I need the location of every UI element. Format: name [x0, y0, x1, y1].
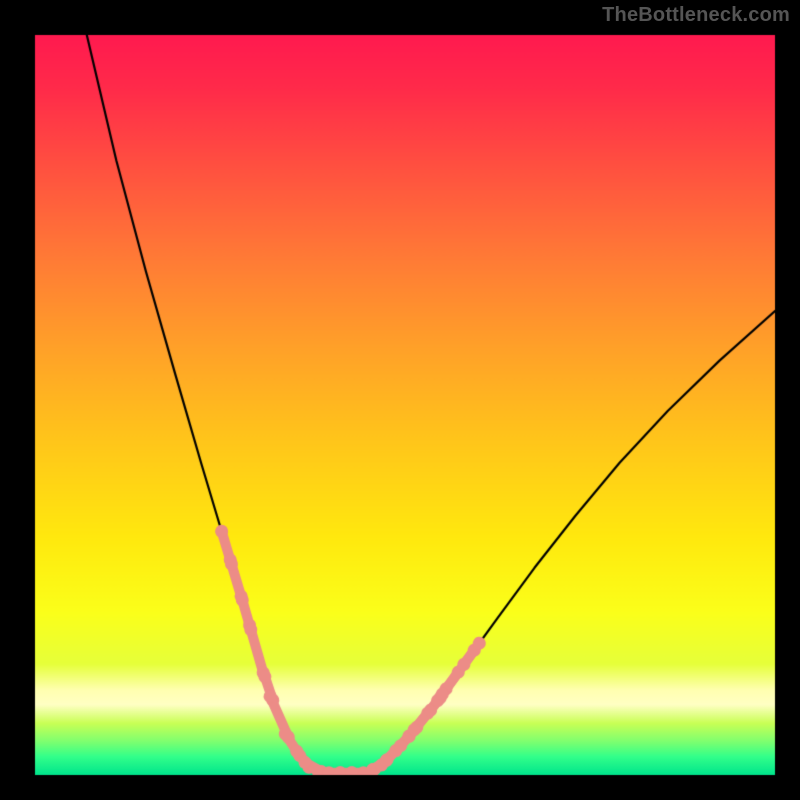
- bottleneck-chart-canvas: [0, 0, 800, 800]
- chart-stage: TheBottleneck.com: [0, 0, 800, 800]
- watermark-text: TheBottleneck.com: [602, 4, 790, 27]
